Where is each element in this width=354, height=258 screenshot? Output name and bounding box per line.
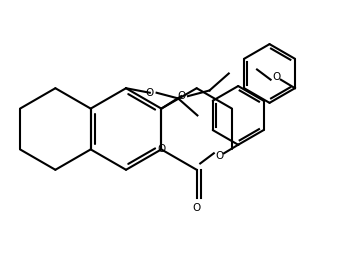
Text: O: O — [193, 203, 201, 213]
Text: O: O — [215, 151, 223, 161]
Text: O: O — [177, 91, 185, 101]
Text: O: O — [157, 144, 165, 154]
Text: O: O — [272, 72, 280, 82]
Text: O: O — [146, 88, 154, 98]
